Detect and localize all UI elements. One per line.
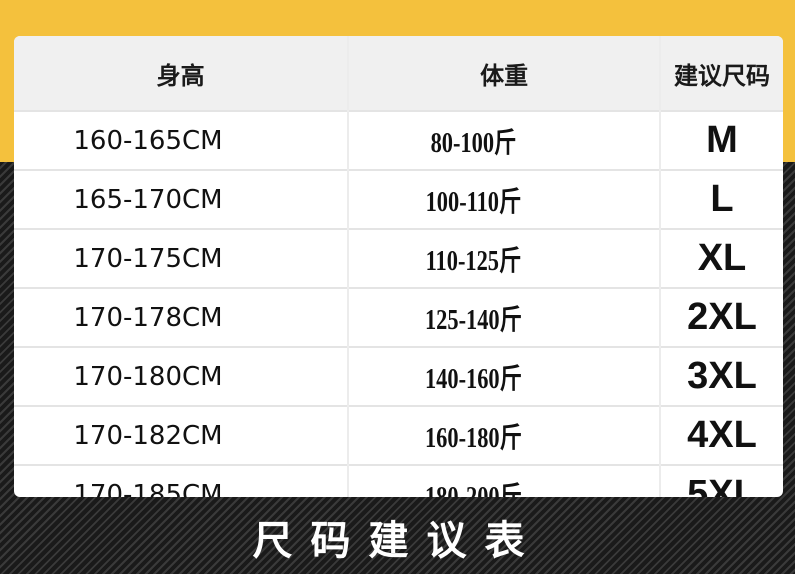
height-cell: 170-180CM (14, 346, 349, 406)
height-cell-text: 160-165CM (73, 125, 223, 156)
header-size: 建议尺码 (658, 36, 783, 111)
table-row: 160-165CM 80-100斤 M (14, 110, 783, 170)
weight-cell: 100-110斤 (347, 169, 660, 229)
size-chart-card: 身高 体重 建议尺码 160-165CM 80-100斤 M 165-170CM 100… (14, 36, 783, 497)
weight-cell: 160-180斤 (347, 405, 660, 465)
size-cell-text: XL (697, 237, 747, 279)
weight-cell: 110-125斤 (347, 228, 660, 288)
size-cell-text: 3XL (687, 355, 757, 397)
weight-cell: 125-140斤 (347, 287, 660, 347)
weight-cell: 140-160斤 (347, 346, 660, 406)
weight-cell-text: 100-110斤 (425, 186, 522, 218)
table-row: 165-170CM 100-110斤 L (14, 169, 783, 229)
weight-cell: 80-100斤 (347, 110, 660, 170)
table-row: 170-180CM 140-160斤 3XL (14, 346, 783, 406)
height-cell-text: 170-178CM (73, 302, 223, 333)
footer-title: 尺码建议表 (252, 518, 543, 564)
size-cell: XL (658, 228, 783, 288)
size-table: 身高 体重 建议尺码 160-165CM 80-100斤 M 165-170CM 100… (14, 36, 783, 497)
size-cell: 5XL (658, 464, 783, 497)
size-cell-text: 5XL (687, 473, 757, 497)
height-cell-text: 165-170CM (73, 184, 223, 215)
weight-cell-text: 125-140斤 (425, 304, 523, 336)
size-cell: 4XL (658, 405, 783, 465)
size-cell-text: 2XL (687, 296, 757, 338)
size-cell-text: M (706, 119, 738, 161)
weight-cell-text: 180-200斤 (425, 481, 523, 498)
height-cell: 160-165CM (14, 110, 349, 170)
table-row: 170-182CM 160-180斤 4XL (14, 405, 783, 465)
height-cell: 170-182CM (14, 405, 349, 465)
height-cell-text: 170-185CM (73, 479, 223, 498)
height-cell-text: 170-182CM (73, 420, 223, 451)
size-cell: 3XL (658, 346, 783, 406)
size-cell-text: 4XL (687, 414, 757, 456)
weight-cell-text: 80-100斤 (430, 127, 517, 159)
height-cell: 170-178CM (14, 287, 349, 347)
weight-cell: 180-200斤 (347, 464, 660, 498)
weight-cell-text: 140-160斤 (425, 363, 523, 395)
table-row: 170-185CM 180-200斤 5XL (14, 464, 783, 498)
height-cell-text: 170-175CM (73, 243, 223, 274)
header-weight: 体重 (347, 36, 660, 111)
height-cell: 165-170CM (14, 169, 349, 229)
height-cell: 170-185CM (14, 464, 349, 498)
size-cell: M (658, 110, 783, 170)
weight-cell-text: 160-180斤 (425, 422, 523, 454)
weight-cell-text: 110-125斤 (425, 245, 522, 277)
height-cell-text: 170-180CM (73, 361, 223, 392)
size-cell: 2XL (658, 287, 783, 347)
table-row: 170-175CM 110-125斤 XL (14, 228, 783, 288)
size-cell: L (658, 169, 783, 229)
header-height: 身高 (14, 36, 349, 111)
header-row: 身高 体重 建议尺码 (14, 36, 783, 111)
table-row: 170-178CM 125-140斤 2XL (14, 287, 783, 347)
size-cell-text: L (710, 178, 734, 220)
height-cell: 170-175CM (14, 228, 349, 288)
